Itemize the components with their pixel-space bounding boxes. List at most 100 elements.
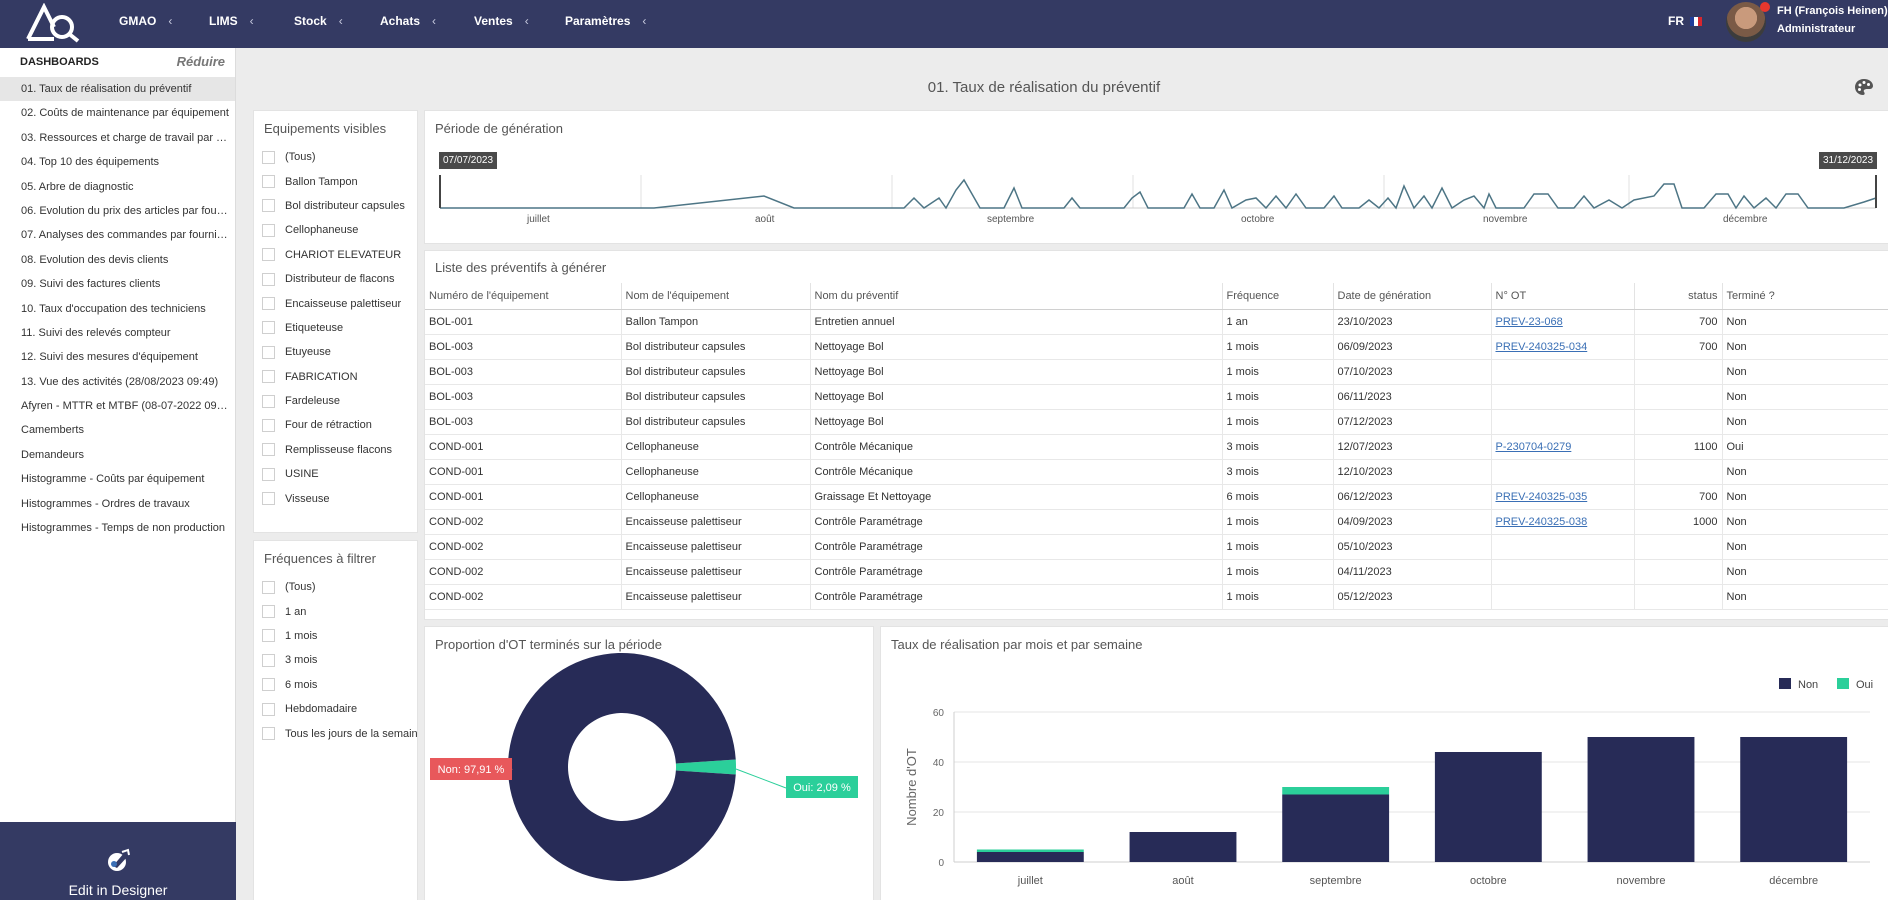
equipements-checkbox-item[interactable]: Ballon Tampon — [262, 169, 405, 193]
table-row[interactable]: COND-002 Encaisseuse palettiseur Contrôle … — [425, 559, 1888, 585]
equipements-checkbox-item[interactable]: Distributeur de flacons — [262, 267, 405, 291]
sidebar-dashboard-item[interactable]: Histogrammes - Ordres de travaux — [21, 497, 190, 510]
frequences-checkbox-item[interactable]: 1 mois — [262, 624, 417, 648]
checkbox[interactable] — [262, 248, 275, 262]
sidebar-dashboard-item[interactable]: 12. Suivi des mesures d'équipement — [21, 351, 198, 364]
equipements-checkbox-item[interactable]: FABRICATION — [262, 365, 405, 389]
frequences-checkbox-item[interactable]: 3 mois — [262, 648, 417, 672]
taux-bar-chart[interactable]: 0 20 40 60 Nombre d'OT juillet août septembre oc… — [880, 626, 1888, 900]
nav-ventes[interactable]: Ventes ‹ — [474, 14, 529, 28]
equipements-checkbox-item[interactable]: Four de rétraction — [262, 413, 405, 437]
table-row[interactable]: COND-001 Cellophaneuse Contrôle Mécanique 3… — [425, 434, 1888, 460]
sidebar-dashboard-item[interactable]: Camemberts — [21, 424, 84, 437]
column-header[interactable]: N° OT — [1491, 283, 1635, 310]
ot-link[interactable]: PREV-240325-038 — [1495, 515, 1588, 528]
table-row[interactable]: BOL-003 Bol distributeur capsules Nettoyag… — [425, 409, 1888, 435]
sidebar-dashboard-item[interactable]: 03. Ressources et charge de travail par … — [21, 131, 235, 144]
bar-non[interactable] — [1740, 737, 1848, 862]
language-selector[interactable]: FR — [1668, 14, 1702, 28]
checkbox[interactable] — [262, 678, 275, 692]
bar-non[interactable] — [1129, 832, 1237, 862]
equipements-checkbox-item[interactable]: Remplisseuse flacons — [262, 438, 405, 462]
sidebar-dashboard-item[interactable]: 10. Taux d'occupation des techniciens — [21, 302, 206, 315]
checkbox[interactable] — [262, 629, 275, 643]
equipements-checkbox-item[interactable]: Etuyeuse — [262, 340, 405, 364]
frequences-checkbox-item[interactable]: (Tous) — [262, 575, 417, 599]
equipements-checkbox-item[interactable]: Encaisseuse palettiseur — [262, 291, 405, 315]
equipements-checkbox-item[interactable]: Etiqueteuse — [262, 316, 405, 340]
table-row[interactable]: COND-002 Encaisseuse palettiseur Contrôle … — [425, 534, 1888, 560]
app-logo[interactable] — [24, 3, 84, 43]
bar-non[interactable] — [1587, 737, 1695, 862]
column-header[interactable]: Numéro de l'équipement — [425, 283, 622, 310]
equipements-checkbox-item[interactable]: Bol distributeur capsules — [262, 194, 405, 218]
equipements-checkbox-item[interactable]: CHARIOT ELEVATEUR — [262, 243, 405, 267]
table-row[interactable]: BOL-001 Ballon Tampon Entretien annuel 1 an… — [425, 309, 1888, 335]
sidebar-dashboard-item[interactable]: Histogrammes - Temps de non production — [21, 522, 226, 535]
pie-slice-oui[interactable] — [675, 759, 736, 775]
checkbox[interactable] — [262, 199, 275, 213]
checkbox[interactable] — [262, 702, 275, 716]
user-name[interactable]: FH (François Heinen) — [1777, 5, 1888, 17]
checkbox[interactable] — [262, 418, 275, 432]
bar-oui[interactable] — [1282, 787, 1390, 795]
proportion-pie-chart[interactable]: Non: 97,91 % Oui: 2,09 % — [424, 626, 874, 900]
ot-link[interactable]: PREV-23-068 — [1495, 315, 1563, 328]
bar-non[interactable] — [976, 852, 1084, 862]
sidebar-dashboard-item[interactable]: Histogramme - Coûts par équipement — [21, 473, 205, 486]
frequences-checkbox-item[interactable]: Tous les jours de la semaine — [262, 721, 417, 745]
column-header[interactable]: Terminé ? — [1722, 283, 1888, 310]
avatar[interactable] — [1726, 2, 1766, 42]
bar-oui[interactable] — [976, 849, 1084, 853]
checkbox[interactable] — [262, 150, 275, 164]
checkbox[interactable] — [262, 345, 275, 359]
sidebar-dashboard-item[interactable]: 09. Suivi des factures clients — [21, 278, 161, 291]
checkbox[interactable] — [262, 321, 275, 335]
sidebar-dashboard-item[interactable]: 04. Top 10 des équipements — [21, 156, 160, 169]
palette-icon[interactable] — [1854, 78, 1874, 96]
table-row[interactable]: COND-001 Cellophaneuse Graissage Et Nettoy… — [425, 484, 1888, 510]
table-row[interactable]: BOL-003 Bol distributeur capsules Nettoyag… — [425, 384, 1888, 410]
checkbox[interactable] — [262, 370, 275, 384]
sidebar-dashboard-item[interactable]: 07. Analyses des commandes par fournisse… — [21, 229, 235, 242]
table-row[interactable]: COND-001 Cellophaneuse Contrôle Mécanique 3… — [425, 459, 1888, 485]
column-header[interactable]: Date de génération — [1333, 283, 1492, 310]
nav-parametres[interactable]: Paramètres ‹ — [565, 14, 647, 28]
table-row[interactable]: BOL-003 Bol distributeur capsules Nettoyag… — [425, 359, 1888, 385]
checkbox[interactable] — [262, 605, 275, 619]
checkbox[interactable] — [262, 394, 275, 408]
column-header[interactable]: Nom du préventif — [810, 283, 1223, 310]
ot-link[interactable]: PREV-240325-035 — [1495, 490, 1588, 503]
reduce-sidebar-button[interactable]: Réduire — [176, 54, 225, 69]
checkbox[interactable] — [262, 297, 275, 311]
edit-in-designer-button[interactable]: Edit in Designer — [0, 822, 236, 900]
sidebar-dashboard-item[interactable]: 01. Taux de réalisation du préventif — [0, 77, 235, 102]
legend-oui[interactable]: Oui — [1837, 678, 1873, 691]
column-header[interactable]: status — [1634, 283, 1723, 310]
table-row[interactable]: COND-002 Encaisseuse palettiseur Contrôle … — [425, 584, 1888, 610]
periode-timeline[interactable] — [424, 110, 1888, 244]
sidebar-dashboard-item[interactable]: Demandeurs — [21, 448, 84, 461]
sidebar-dashboard-item[interactable]: 11. Suivi des relevés compteur — [21, 326, 171, 339]
equipements-checkbox-item[interactable]: Visseuse — [262, 486, 405, 510]
column-header[interactable]: Nom de l'équipement — [621, 283, 811, 310]
checkbox[interactable] — [262, 175, 275, 189]
checkbox[interactable] — [262, 580, 275, 594]
checkbox[interactable] — [262, 443, 275, 457]
nav-achats[interactable]: Achats ‹ — [380, 14, 437, 28]
frequences-checkbox-item[interactable]: 1 an — [262, 599, 417, 623]
sidebar-dashboard-item[interactable]: 08. Evolution des devis clients — [21, 253, 169, 266]
checkbox[interactable] — [262, 272, 275, 286]
checkbox[interactable] — [262, 727, 275, 741]
checkbox[interactable] — [262, 653, 275, 667]
equipements-checkbox-item[interactable]: Cellophaneuse — [262, 218, 405, 242]
table-row[interactable]: BOL-003 Bol distributeur capsules Nettoyag… — [425, 334, 1888, 360]
bar-non[interactable] — [1434, 752, 1542, 862]
legend-non[interactable]: Non — [1779, 678, 1818, 691]
periode-start-handle[interactable]: 07/07/2023 — [439, 152, 498, 169]
sidebar-dashboard-item[interactable]: 05. Arbre de diagnostic — [21, 180, 134, 193]
ot-link[interactable]: PREV-240325-034 — [1495, 340, 1588, 353]
checkbox[interactable] — [262, 467, 275, 481]
sidebar-dashboard-item[interactable]: 06. Evolution du prix des articles par f… — [21, 204, 235, 217]
sidebar-dashboard-item[interactable]: Afyren - MTTR et MTBF (08-07-2022 09:57) — [21, 400, 235, 413]
